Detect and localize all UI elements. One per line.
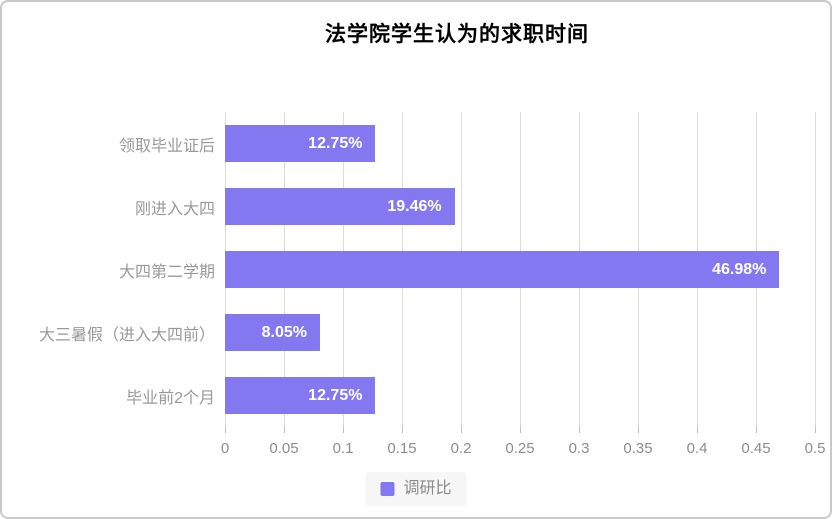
- bar-value-label: 12.75%: [308, 386, 363, 404]
- x-tick-label: 0.4: [686, 440, 708, 457]
- category-label: 大四第二学期: [118, 263, 215, 281]
- bar-调研比[interactable]: 46.98%: [225, 251, 780, 288]
- category-label: 领取毕业证后: [118, 137, 215, 155]
- x-axis-tick: [815, 426, 816, 433]
- bar-row: 19.46%: [225, 175, 815, 238]
- x-tick-label: 0: [220, 440, 230, 457]
- x-axis-tick: [579, 426, 580, 433]
- x-axis-tick: [756, 426, 757, 433]
- bar-调研比[interactable]: 12.75%: [225, 377, 376, 414]
- legend-label: 调研比: [403, 480, 452, 497]
- bar-row: 12.75%: [225, 364, 815, 427]
- x-tick-label: 0.2: [450, 440, 472, 457]
- bar-value-label: 46.98%: [712, 260, 767, 278]
- x-tick-label: 0.05: [269, 440, 299, 457]
- x-tick-label: 0.45: [741, 440, 771, 457]
- x-axis-tick: [343, 426, 344, 433]
- x-tick-label: 0.15: [387, 440, 417, 457]
- x-tick-label: 0.5: [804, 440, 826, 457]
- plot-area: 0 0.05 0.1 0.15 0.2 0.25 0.3 0.35 0.4 0.45 0.5 12.7…: [221, 112, 825, 457]
- bar-row: 46.98%: [225, 238, 815, 301]
- chart-title: 法学院学生认为的求职时间: [325, 23, 589, 46]
- gridline: [815, 112, 816, 426]
- x-axis-tick: [284, 426, 285, 433]
- bar-调研比[interactable]: 19.46%: [225, 188, 455, 225]
- category-label: 大三暑假（进入大四前）: [38, 326, 215, 344]
- bar-row: 8.05%: [225, 301, 815, 364]
- bar-value-label: 19.46%: [387, 197, 442, 215]
- x-tick-label: 0.3: [568, 440, 590, 457]
- x-tick-label: 0.25: [505, 440, 535, 457]
- x-axis-tick: [520, 426, 521, 433]
- x-tick-label: 0.1: [332, 440, 354, 457]
- x-axis-tick: [697, 426, 698, 433]
- x-axis-tick: [402, 426, 403, 433]
- bar-调研比[interactable]: 12.75%: [225, 125, 376, 162]
- category-label: 刚进入大四: [134, 200, 215, 218]
- bar-row: 12.75%: [225, 112, 815, 175]
- x-tick-label: 0.35: [623, 440, 653, 457]
- bar-value-label: 12.75%: [308, 134, 363, 152]
- y-axis-category-labels: 领取毕业证后刚进入大四大四第二学期大三暑假（进入大四前） 毕业前2个月: [10, 112, 215, 426]
- x-axis-tick: [638, 426, 639, 433]
- legend[interactable]: 调研比: [365, 472, 467, 506]
- bar-调研比[interactable]: 8.05%: [225, 314, 320, 351]
- x-axis-tick: [461, 426, 462, 433]
- x-axis-tick: [225, 426, 226, 433]
- legend-swatch-icon: [380, 482, 395, 496]
- category-label: 毕业前2个月: [126, 389, 215, 407]
- bar-value-label: 8.05%: [261, 323, 307, 341]
